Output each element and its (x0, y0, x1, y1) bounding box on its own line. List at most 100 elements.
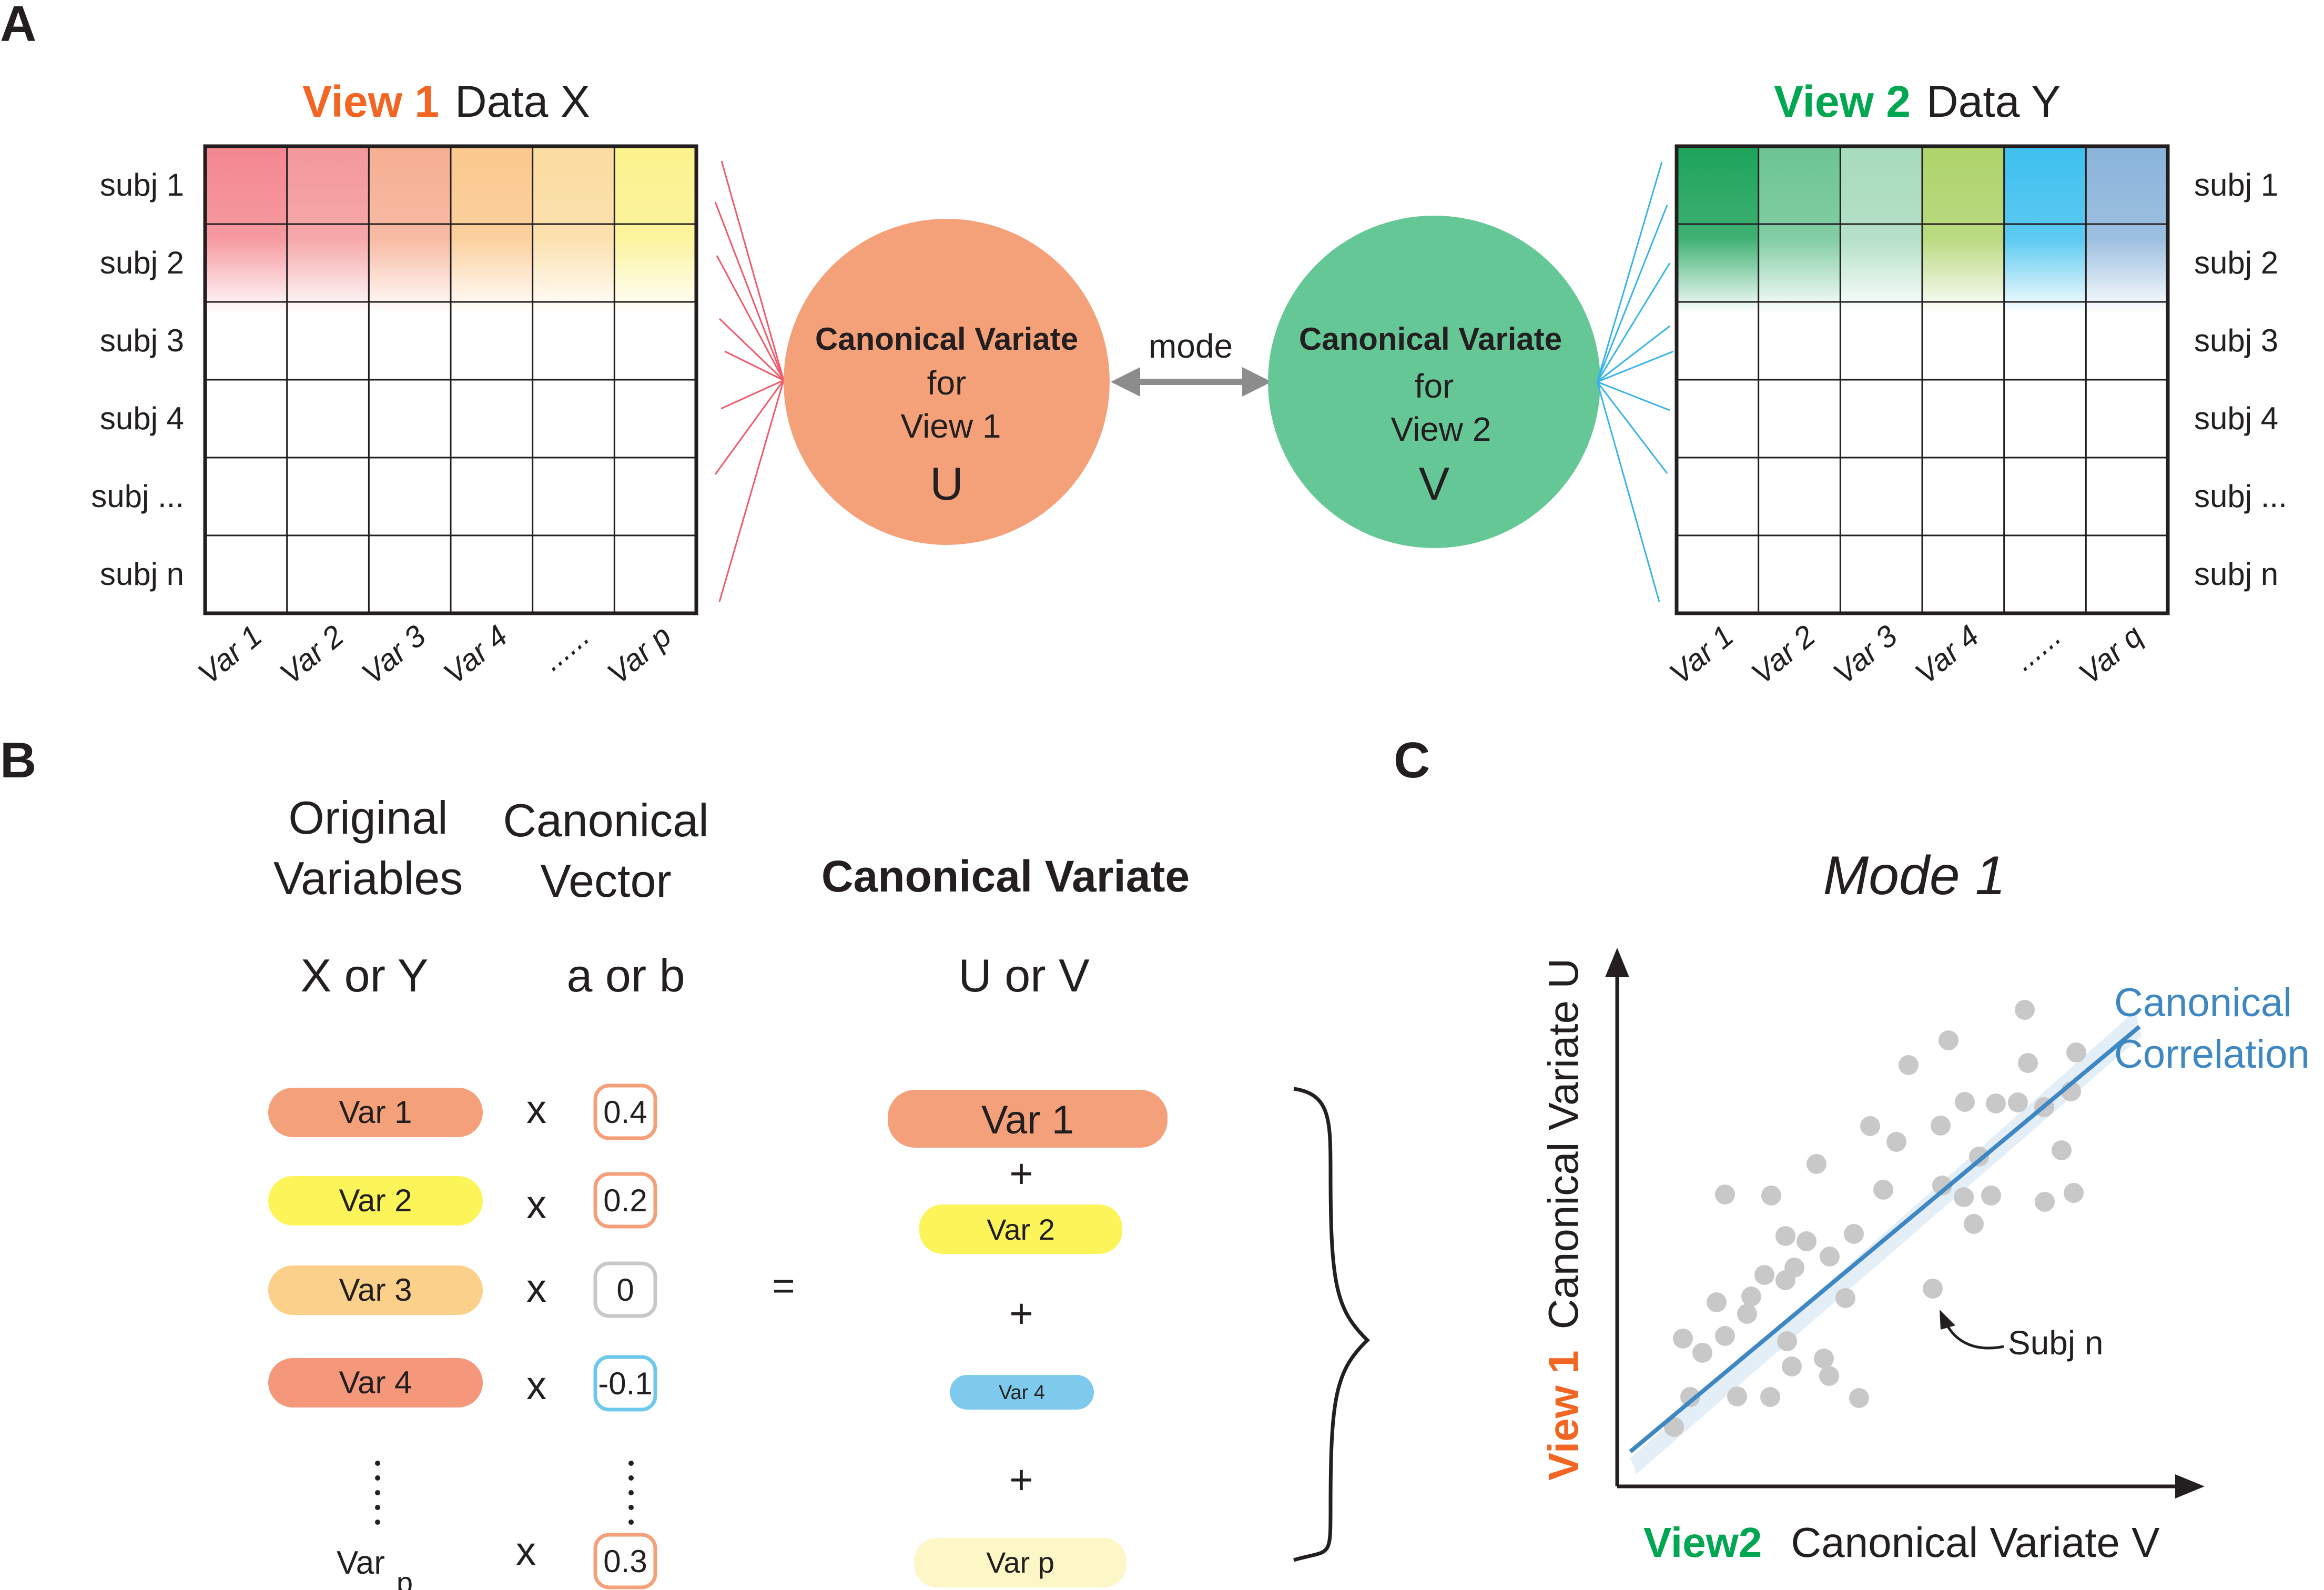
variable-column-label: Var q (2072, 619, 2149, 691)
scatter-point (2035, 1192, 2055, 1212)
view2-header: View 2 Data Y (1774, 77, 2061, 126)
result-pill-var2 (919, 1204, 1122, 1254)
plus-sign-2: + (1009, 1290, 1033, 1336)
equation-row-3: Var 3 x 0 (268, 1261, 657, 1318)
equation-row-1: Var 1 x 0.4 (268, 1083, 657, 1140)
x-or-y-label: X or Y (301, 949, 429, 1001)
equals-sign: = (772, 1264, 795, 1308)
result-pill-var2-label: Var 2 (987, 1213, 1055, 1246)
var-pill (268, 1358, 483, 1407)
grid-color-fade (205, 146, 696, 314)
grid-color-column (369, 146, 451, 314)
coefficient-value: -0.1 (598, 1366, 652, 1401)
grid-color-column (532, 146, 615, 314)
var-pill (268, 1176, 483, 1226)
view1-connector-lines (714, 160, 785, 602)
variable-column-label: Var 3 (1826, 619, 1903, 691)
scatter-point (1715, 1326, 1735, 1346)
scatter-point (1673, 1329, 1693, 1349)
canonical-vector-line2: Vector (540, 855, 671, 907)
scatter-point (2066, 1042, 2086, 1062)
coefficient-box (593, 1355, 657, 1412)
var-pill-label: Var 4 (339, 1365, 412, 1400)
original-variables-line2: Variables (273, 852, 463, 904)
y-axis-arrowhead (1605, 948, 1629, 977)
scatter-point (1754, 1265, 1774, 1285)
subject-row-label: subj n (100, 556, 184, 592)
y-axis-label: View 1 Canonical Variate U (1540, 958, 1587, 1481)
a-or-b-label: a or b (566, 949, 685, 1001)
grid-color-column (2004, 146, 2086, 314)
circle-u-letter: U (930, 458, 963, 510)
grid-color-column (2086, 146, 2168, 314)
scatter-point (1727, 1386, 1747, 1406)
times-sign: x (526, 1266, 546, 1311)
equation-row-p: Varp x 0.3 (337, 1529, 657, 1590)
canonical-correlation-line (1629, 1025, 2141, 1454)
scatter-point (1707, 1292, 1727, 1312)
scatter-points (1664, 1000, 2086, 1437)
subject-row-label: subj ... (2194, 479, 2287, 514)
grid-color-column (1840, 146, 1922, 314)
scatter-point (1860, 1116, 1880, 1136)
subject-row-label: subj 2 (100, 245, 184, 280)
variable-column-label: Var 2 (273, 619, 350, 691)
subject-row-label: subj ... (91, 479, 184, 514)
variable-column-label: ...... (2006, 619, 2067, 677)
vertical-ellipsis-vars (375, 1461, 380, 1525)
panel-letter-b: B (0, 732, 36, 788)
scatter-point (1835, 1288, 1855, 1308)
scatter-point (1844, 1224, 1864, 1244)
scatter-point (1932, 1176, 1952, 1196)
view2-connector-lines (1596, 161, 1674, 602)
scatter-point (1819, 1366, 1839, 1386)
var-p-label: Varp (337, 1545, 413, 1590)
scatter-point (2052, 1140, 2072, 1160)
scatter-point (1899, 1055, 1919, 1075)
var-pill (268, 1265, 483, 1315)
mode-label: mode (1149, 327, 1233, 365)
vertical-ellipsis-coefs (628, 1461, 634, 1525)
circle-v-title: Canonical Variate (1299, 321, 1562, 357)
subject-row-label: subj 1 (100, 167, 184, 202)
grid-color-column (287, 146, 369, 314)
panel-letter-c: C (1394, 732, 1430, 788)
scatter-point (1741, 1287, 1761, 1307)
circle-v-letter: V (1419, 458, 1450, 510)
plus-sign-1: + (1009, 1150, 1033, 1197)
grid-border (1675, 144, 2170, 615)
grid-color-column (205, 146, 287, 314)
scatter-point (1797, 1231, 1816, 1251)
grid-color-column (1922, 146, 2004, 314)
original-variables-line1: Original (288, 792, 448, 844)
circle-u-title: Canonical Variate (815, 321, 1078, 357)
subject-row-label: subj n (2194, 556, 2278, 592)
result-pill-varp (914, 1538, 1127, 1587)
scatter-point (1873, 1180, 1893, 1200)
scatter-point (1886, 1132, 1906, 1152)
times-sign: x (526, 1182, 546, 1227)
scatter-point (1955, 1092, 1975, 1112)
scatter-point (1760, 1387, 1780, 1407)
subject-row-label: subj 4 (100, 401, 184, 436)
times-sign: x (516, 1529, 536, 1574)
mode-1-title: Mode 1 (1823, 845, 2006, 906)
data-x-label: Data X (455, 77, 590, 126)
scatter-point (2008, 1092, 2028, 1112)
view1-header: View 1 Data X (302, 77, 590, 126)
variable-column-label: Var p (601, 619, 677, 691)
result-pill-var4 (950, 1375, 1094, 1410)
variable-column-label: ...... (535, 619, 596, 677)
canonical-variate-header: Canonical Variate (821, 852, 1190, 901)
scatter-point (1761, 1186, 1781, 1206)
scatter-point (1814, 1349, 1834, 1369)
variable-column-label: Var 1 (191, 619, 268, 691)
grid-color-column (1677, 146, 1759, 314)
scatter-point (1784, 1258, 1804, 1278)
result-pill-var1-label: Var 1 (981, 1098, 1074, 1142)
coefficient-box (593, 1533, 657, 1589)
scatter-point (1692, 1343, 1712, 1363)
confidence-band (1630, 1011, 2142, 1474)
subj-n-annotation: Subj n (2008, 1324, 2103, 1362)
